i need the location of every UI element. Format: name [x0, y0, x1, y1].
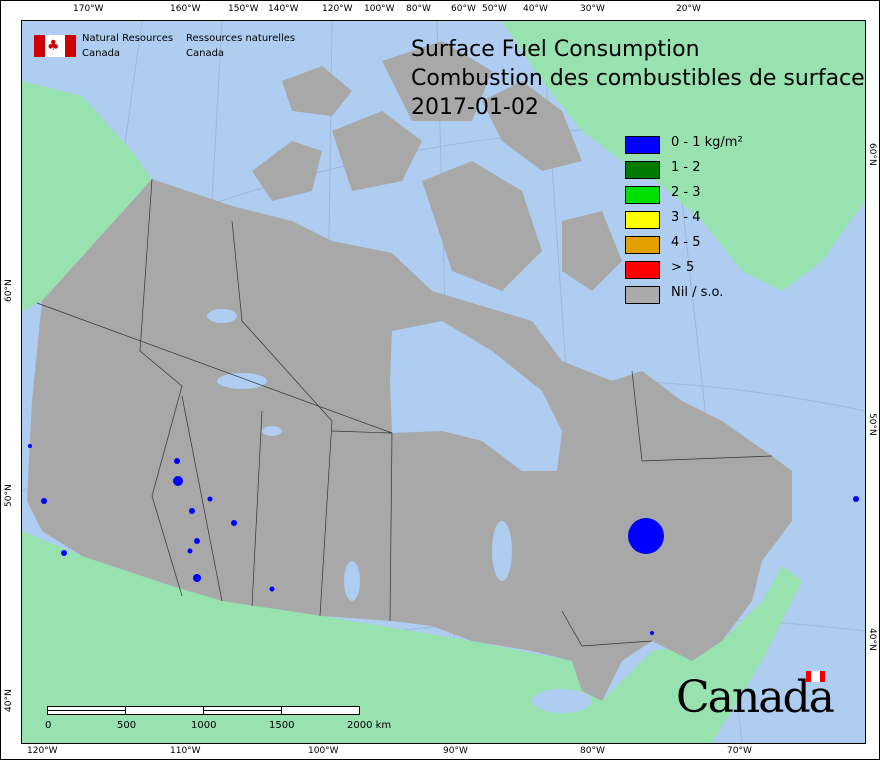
legend-swatch — [625, 286, 660, 304]
lat-tick-right: 40°N — [867, 628, 877, 651]
agency-name-fr: Ressources naturelles — [186, 33, 296, 44]
scale-label: 1000 — [191, 720, 217, 731]
legend-label: 1 - 2 — [671, 160, 701, 175]
legend-swatch — [625, 136, 660, 154]
title-fr: Combustion des combustibles de surface — [411, 66, 865, 91]
scale-label: 500 — [117, 720, 137, 731]
legend-label: > 5 — [671, 260, 695, 275]
lat-tick-left: 60°N — [4, 279, 14, 302]
scale-label: 1500 — [269, 720, 295, 731]
lon-tick-bottom: 90°W — [443, 746, 468, 756]
legend-swatch — [625, 261, 660, 279]
fire-spots — [28, 444, 859, 635]
lon-tick-bottom: 80°W — [580, 746, 605, 756]
map-svg — [22, 21, 865, 743]
hudson-bay — [390, 321, 562, 471]
legend-label: 4 - 5 — [671, 235, 701, 250]
lon-tick-bottom: 100°W — [308, 746, 339, 756]
province-boundaries — [36, 178, 773, 647]
legend-swatch — [625, 186, 660, 204]
wordmark-flag-icon — [806, 671, 825, 682]
lon-tick-top: 80°W — [406, 4, 431, 14]
us-land — [22, 531, 802, 743]
lon-tick-top: 170°W — [73, 4, 104, 14]
title-en: Surface Fuel Consumption — [411, 37, 700, 62]
canada-flag-icon: ♣ — [34, 35, 76, 57]
scale-label: 0 — [45, 720, 52, 731]
lon-tick-bottom: 120°W — [27, 746, 58, 756]
lon-tick-top: 20°W — [676, 4, 701, 14]
agency-country-fr: Canada — [186, 48, 225, 59]
lon-tick-top: 120°W — [322, 4, 353, 14]
legend-swatch — [625, 161, 660, 179]
map-canvas[interactable]: ♣ Natural Resources Canada Ressources nat… — [21, 20, 866, 744]
lon-tick-top: 140°W — [268, 4, 299, 14]
lon-tick-top: 50°W — [482, 4, 507, 14]
lon-tick-top: 150°W — [228, 4, 259, 14]
legend-label: 3 - 4 — [671, 210, 701, 225]
lon-tick-top: 160°W — [170, 4, 201, 14]
lon-tick-top: 60°W — [451, 4, 476, 14]
title-date: 2017-01-02 — [411, 95, 539, 120]
lon-tick-top: 100°W — [364, 4, 395, 14]
legend-label: 0 - 1 kg/m² — [671, 135, 743, 150]
lon-tick-top: 40°W — [523, 4, 548, 14]
lat-tick-left: 50°N — [4, 484, 14, 507]
legend-swatch — [625, 211, 660, 229]
greenland-land — [502, 21, 865, 291]
map-title: Surface Fuel Consumption Combustion des … — [411, 35, 865, 122]
legend-label: 2 - 3 — [671, 185, 701, 200]
alaska-land — [22, 81, 152, 311]
lon-tick-bottom: 110°W — [170, 746, 201, 756]
legend-swatch — [625, 236, 660, 254]
lat-tick-right: 50°N — [867, 413, 877, 436]
lakes — [207, 309, 592, 713]
lat-tick-right: 60°N — [867, 143, 877, 166]
scale-label: 2000 km — [347, 720, 392, 731]
agency-country-en: Canada — [82, 48, 121, 59]
arctic-islands — [252, 41, 622, 291]
agency-name-en: Natural Resources — [82, 33, 174, 44]
lat-tick-left: 40°N — [4, 689, 14, 712]
lon-tick-top: 30°W — [580, 4, 605, 14]
lon-tick-bottom: 70°W — [727, 746, 752, 756]
legend-label: Nil / s.o. — [671, 285, 724, 300]
